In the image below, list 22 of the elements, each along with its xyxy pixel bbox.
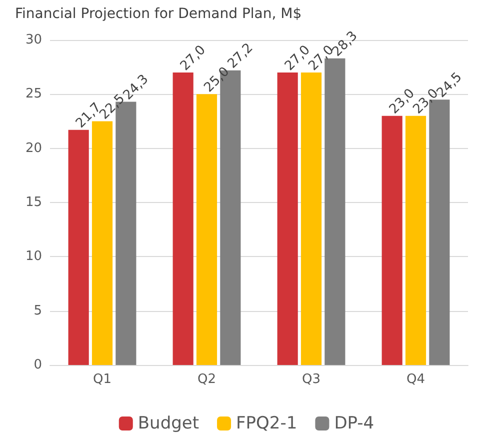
- x-tick-label: Q4: [406, 372, 426, 387]
- legend-label: DP-4: [334, 414, 374, 434]
- y-tick-label: 30: [25, 32, 42, 48]
- bar: [300, 72, 322, 365]
- x-tick-label: Q3: [302, 372, 321, 387]
- legend-label: Budget: [138, 414, 200, 434]
- bar: [405, 116, 426, 365]
- legend-label: FPQ2-1: [236, 414, 298, 434]
- y-tick-label: 20: [25, 140, 42, 156]
- bar: [172, 72, 194, 365]
- bar: [277, 72, 298, 365]
- x-tick-label: Q2: [197, 372, 216, 387]
- y-tick-label: 25: [25, 86, 42, 102]
- chart-title: Financial Projection for Demand Plan, M$: [15, 6, 302, 22]
- x-tick-label: Q1: [92, 372, 112, 387]
- bar: [382, 116, 402, 365]
- y-tick-label: 0: [34, 358, 42, 372]
- y-tick-label: 15: [25, 195, 42, 210]
- bar: [68, 130, 89, 365]
- y-tick-label: 5: [34, 303, 42, 318]
- y-tick-label: 10: [25, 249, 42, 264]
- bar: [196, 94, 218, 365]
